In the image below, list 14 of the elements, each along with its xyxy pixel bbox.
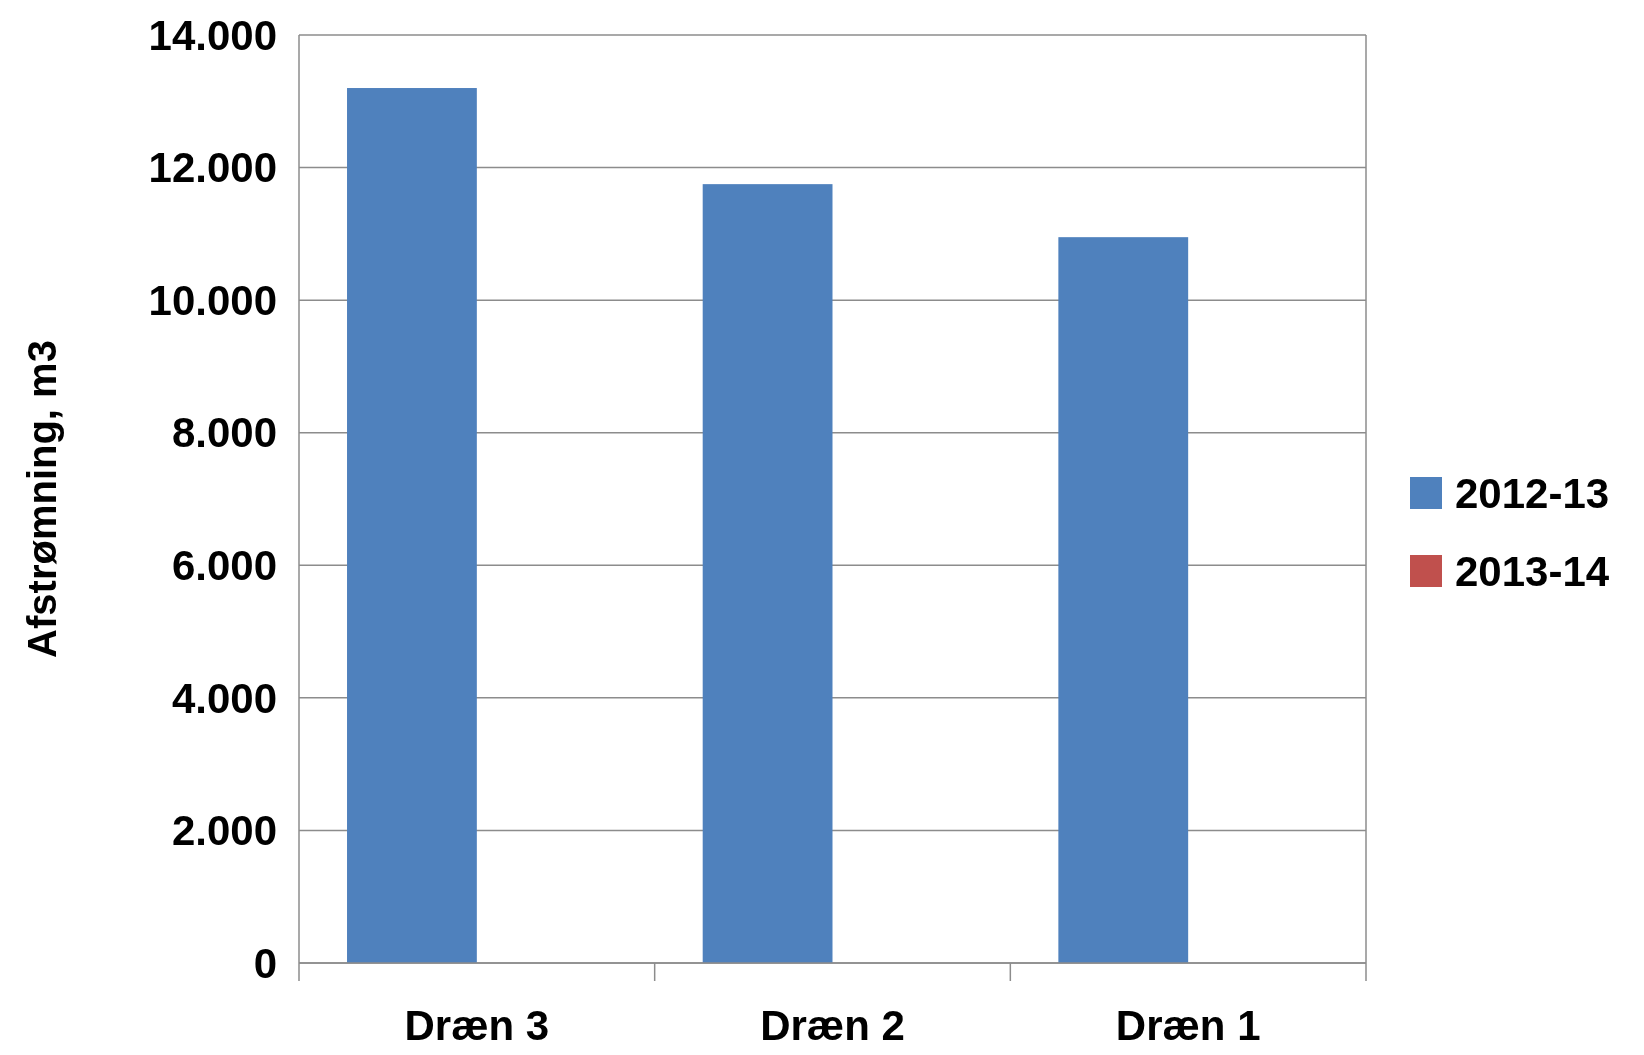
y-tick-label: 14.000	[148, 11, 277, 59]
x-tick-label: Dræn 1	[1115, 1002, 1261, 1049]
y-tick-label: 6.000	[171, 541, 277, 589]
y-tick-label: 0	[253, 939, 277, 987]
y-tick-label: 2.000	[171, 807, 277, 855]
y-axis-title: Afstrømning, m3	[20, 340, 64, 658]
y-tick-label: 12.000	[148, 144, 277, 192]
x-tick-label: Dræn 3	[404, 1002, 550, 1049]
y-tick-label: 4.000	[171, 674, 277, 722]
y-tick-label: 10.000	[148, 276, 277, 324]
legend-label: 2013-14	[1455, 547, 1610, 595]
legend-label: 2012-13	[1455, 469, 1610, 517]
y-tick-label: 8.000	[171, 409, 277, 457]
x-tick-label: Dræn 2	[760, 1002, 905, 1049]
